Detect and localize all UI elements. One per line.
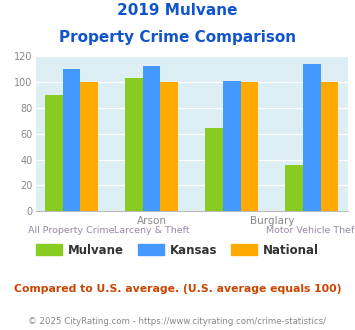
Text: Arson: Arson (137, 216, 166, 226)
Bar (80, 82, 98, 211)
Bar (205, 128, 223, 211)
Bar (160, 82, 178, 211)
Text: All Property Crime: All Property Crime (28, 226, 115, 235)
Text: Compared to U.S. average. (U.S. average equals 100): Compared to U.S. average. (U.S. average … (14, 284, 341, 294)
Bar (45, 95, 63, 211)
Text: Burglary: Burglary (250, 216, 294, 226)
Bar (241, 82, 258, 211)
Bar (285, 165, 303, 211)
Text: Motor Vehicle Theft: Motor Vehicle Theft (266, 226, 355, 235)
Bar (125, 78, 143, 211)
Legend: Mulvane, Kansas, National: Mulvane, Kansas, National (31, 239, 324, 261)
Bar (321, 82, 338, 211)
Text: Larceny & Theft: Larceny & Theft (114, 226, 190, 235)
Bar (143, 66, 160, 211)
Bar (63, 69, 80, 211)
Text: © 2025 CityRating.com - https://www.cityrating.com/crime-statistics/: © 2025 CityRating.com - https://www.city… (28, 317, 327, 326)
Text: 2019 Mulvane: 2019 Mulvane (117, 3, 238, 18)
Bar (303, 64, 321, 211)
Text: Property Crime Comparison: Property Crime Comparison (59, 30, 296, 45)
Bar (223, 81, 241, 211)
